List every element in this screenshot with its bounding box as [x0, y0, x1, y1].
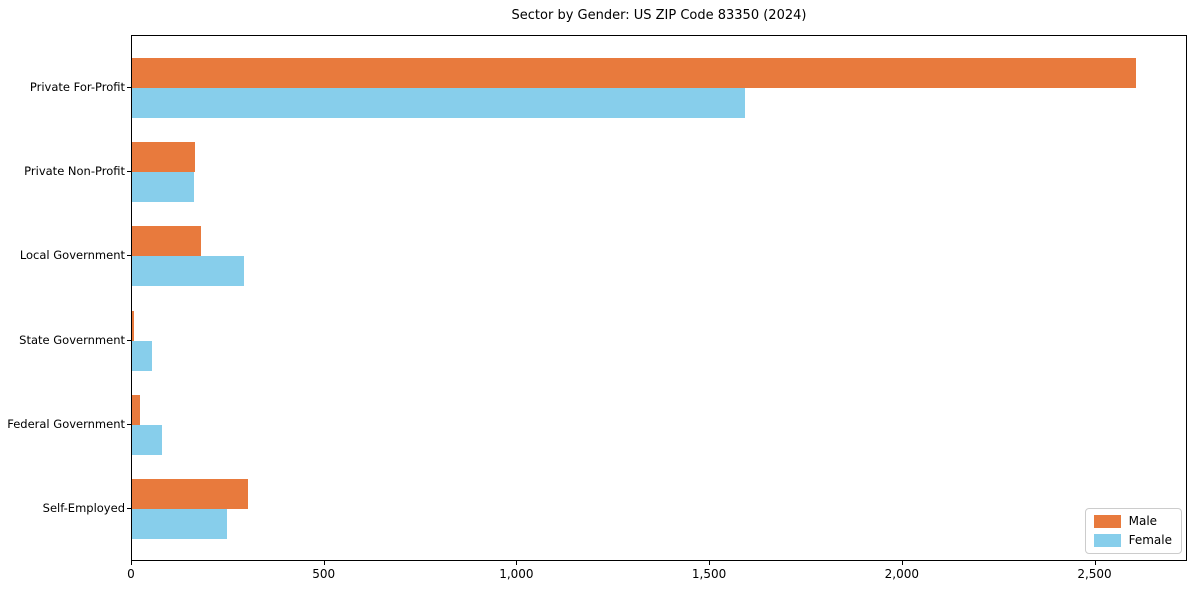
y-axis-label: Local Government: [19, 248, 125, 263]
y-axis-label: State Government: [19, 332, 125, 347]
x-axis-ticklabel: 2,000: [884, 567, 919, 581]
legend-label: Male: [1128, 514, 1158, 528]
legend-swatch-male: [1093, 515, 1121, 528]
x-axis-ticklabel: 1,000: [499, 567, 534, 581]
x-axis-ticklabel: 0: [127, 567, 135, 581]
x-axis-ticklabel: 1,500: [691, 567, 727, 581]
chart-title: Sector by Gender: US ZIP Code 83350 (202…: [511, 8, 807, 23]
bar-male-2: [132, 226, 201, 257]
bar-male-4: [132, 394, 141, 425]
x-axis-ticklabel: 500: [312, 567, 336, 581]
x-axis-tick: [516, 561, 518, 565]
x-axis-tick: [1094, 561, 1096, 565]
bar-female-2: [132, 256, 245, 287]
legend-item-male: Male: [1093, 514, 1172, 528]
y-axis-label: Private For-Profit: [29, 80, 125, 94]
bar-female-5: [132, 509, 227, 539]
bar-male-1: [132, 142, 196, 173]
bar-male-5: [132, 479, 248, 509]
legend: Male Female: [1084, 508, 1182, 554]
bar-female-3: [132, 340, 152, 371]
x-axis-tick: [131, 561, 132, 565]
y-axis-label: Private Non-Profit: [24, 164, 125, 179]
bar-female-0: [132, 88, 745, 118]
y-axis-label: Federal Government: [7, 416, 125, 431]
legend-label: Female: [1128, 533, 1172, 547]
x-axis-tick: [709, 561, 711, 565]
legend-swatch-female: [1093, 534, 1121, 547]
bar-male-0: [132, 58, 1136, 88]
bar-male-3: [132, 310, 134, 341]
y-axis-label: Self-Employed: [42, 501, 125, 515]
bar-female-4: [132, 424, 163, 455]
bars-layer: [132, 36, 1186, 560]
x-axis-tick: [323, 561, 325, 565]
x-axis-ticklabel: 2,500: [1077, 567, 1112, 581]
x-axis-tick: [901, 561, 903, 565]
legend-item-female: Female: [1093, 533, 1172, 547]
plot-area: Male Female: [131, 35, 1187, 561]
bar-female-1: [132, 172, 194, 203]
